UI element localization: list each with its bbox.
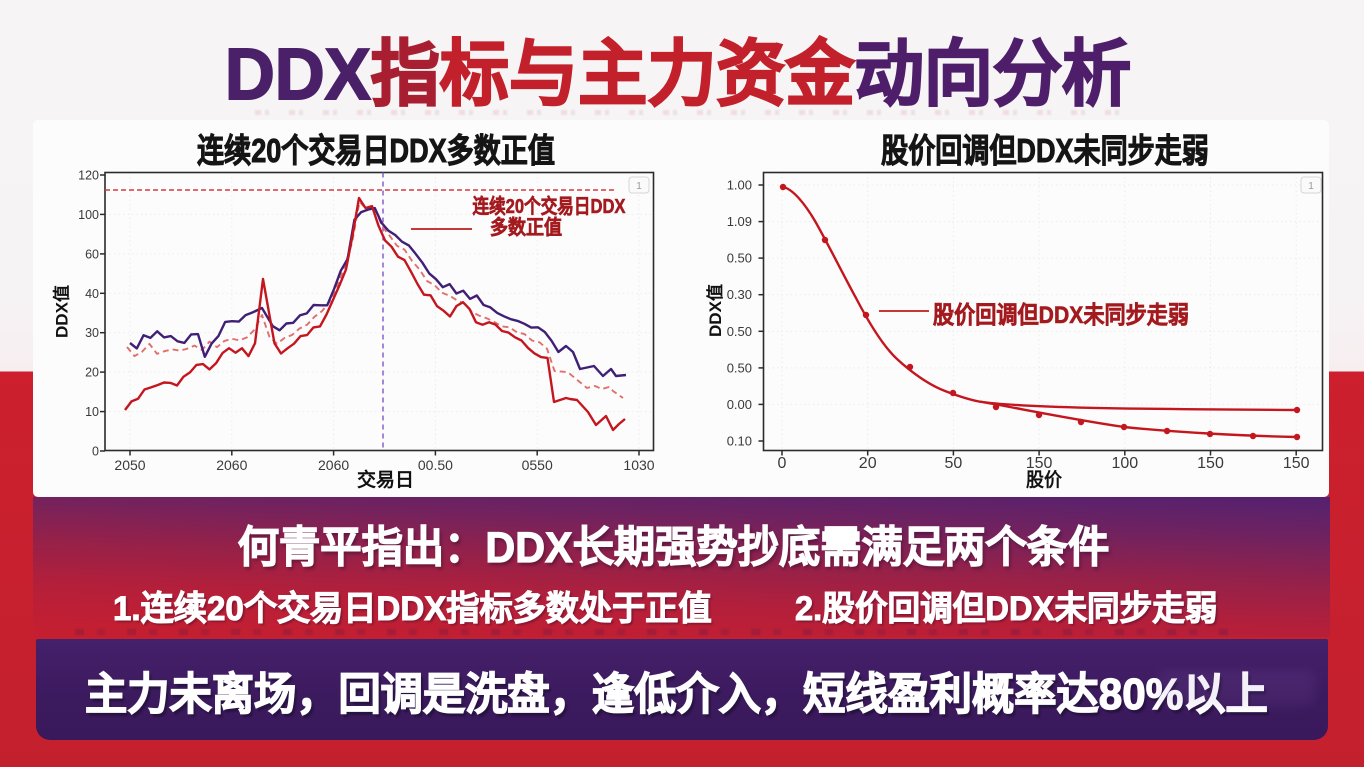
svg-text:0.50: 0.50 xyxy=(727,360,752,375)
svg-text:30: 30 xyxy=(85,326,99,340)
svg-text:50: 50 xyxy=(945,455,963,472)
svg-text:60: 60 xyxy=(85,247,99,261)
svg-text:0.00: 0.00 xyxy=(727,397,752,412)
svg-text:00.50: 00.50 xyxy=(418,457,453,473)
svg-text:0.30: 0.30 xyxy=(727,287,752,302)
svg-text:2050: 2050 xyxy=(114,457,145,473)
svg-text:0.50: 0.50 xyxy=(727,324,752,339)
svg-text:150: 150 xyxy=(1026,455,1053,472)
svg-text:股价回调但DDX未同步走弱: 股价回调但DDX未同步走弱 xyxy=(933,302,1189,329)
svg-text:1: 1 xyxy=(1308,181,1314,192)
svg-text:150: 150 xyxy=(1197,455,1224,472)
svg-text:2060: 2060 xyxy=(216,457,247,473)
svg-text:10: 10 xyxy=(85,405,99,419)
svg-text:0.50: 0.50 xyxy=(727,251,752,266)
svg-text:120: 120 xyxy=(78,169,99,183)
svg-text:DDX值: DDX值 xyxy=(52,285,72,338)
svg-text:1.00: 1.00 xyxy=(727,178,752,193)
svg-text:1.09: 1.09 xyxy=(727,214,752,229)
svg-text:股价: 股价 xyxy=(1026,469,1063,491)
svg-text:150: 150 xyxy=(1283,455,1310,472)
svg-text:1: 1 xyxy=(636,181,642,192)
svg-text:0: 0 xyxy=(778,455,787,472)
svg-text:1030: 1030 xyxy=(623,457,654,473)
svg-text:DDX值: DDX值 xyxy=(705,284,725,337)
svg-text:连续20个交易日DDX: 连续20个交易日DDX xyxy=(473,194,627,218)
svg-text:20: 20 xyxy=(85,366,99,380)
svg-text:交易日: 交易日 xyxy=(357,468,414,491)
svg-text:20: 20 xyxy=(859,455,877,472)
svg-text:40: 40 xyxy=(85,287,99,301)
svg-text:多数正值: 多数正值 xyxy=(490,215,562,239)
svg-text:0550: 0550 xyxy=(522,457,553,473)
svg-text:0.10: 0.10 xyxy=(727,434,752,449)
svg-text:100: 100 xyxy=(78,208,99,222)
svg-text:2060: 2060 xyxy=(318,457,349,473)
svg-text:0: 0 xyxy=(92,445,99,459)
svg-text:100: 100 xyxy=(1111,455,1138,472)
